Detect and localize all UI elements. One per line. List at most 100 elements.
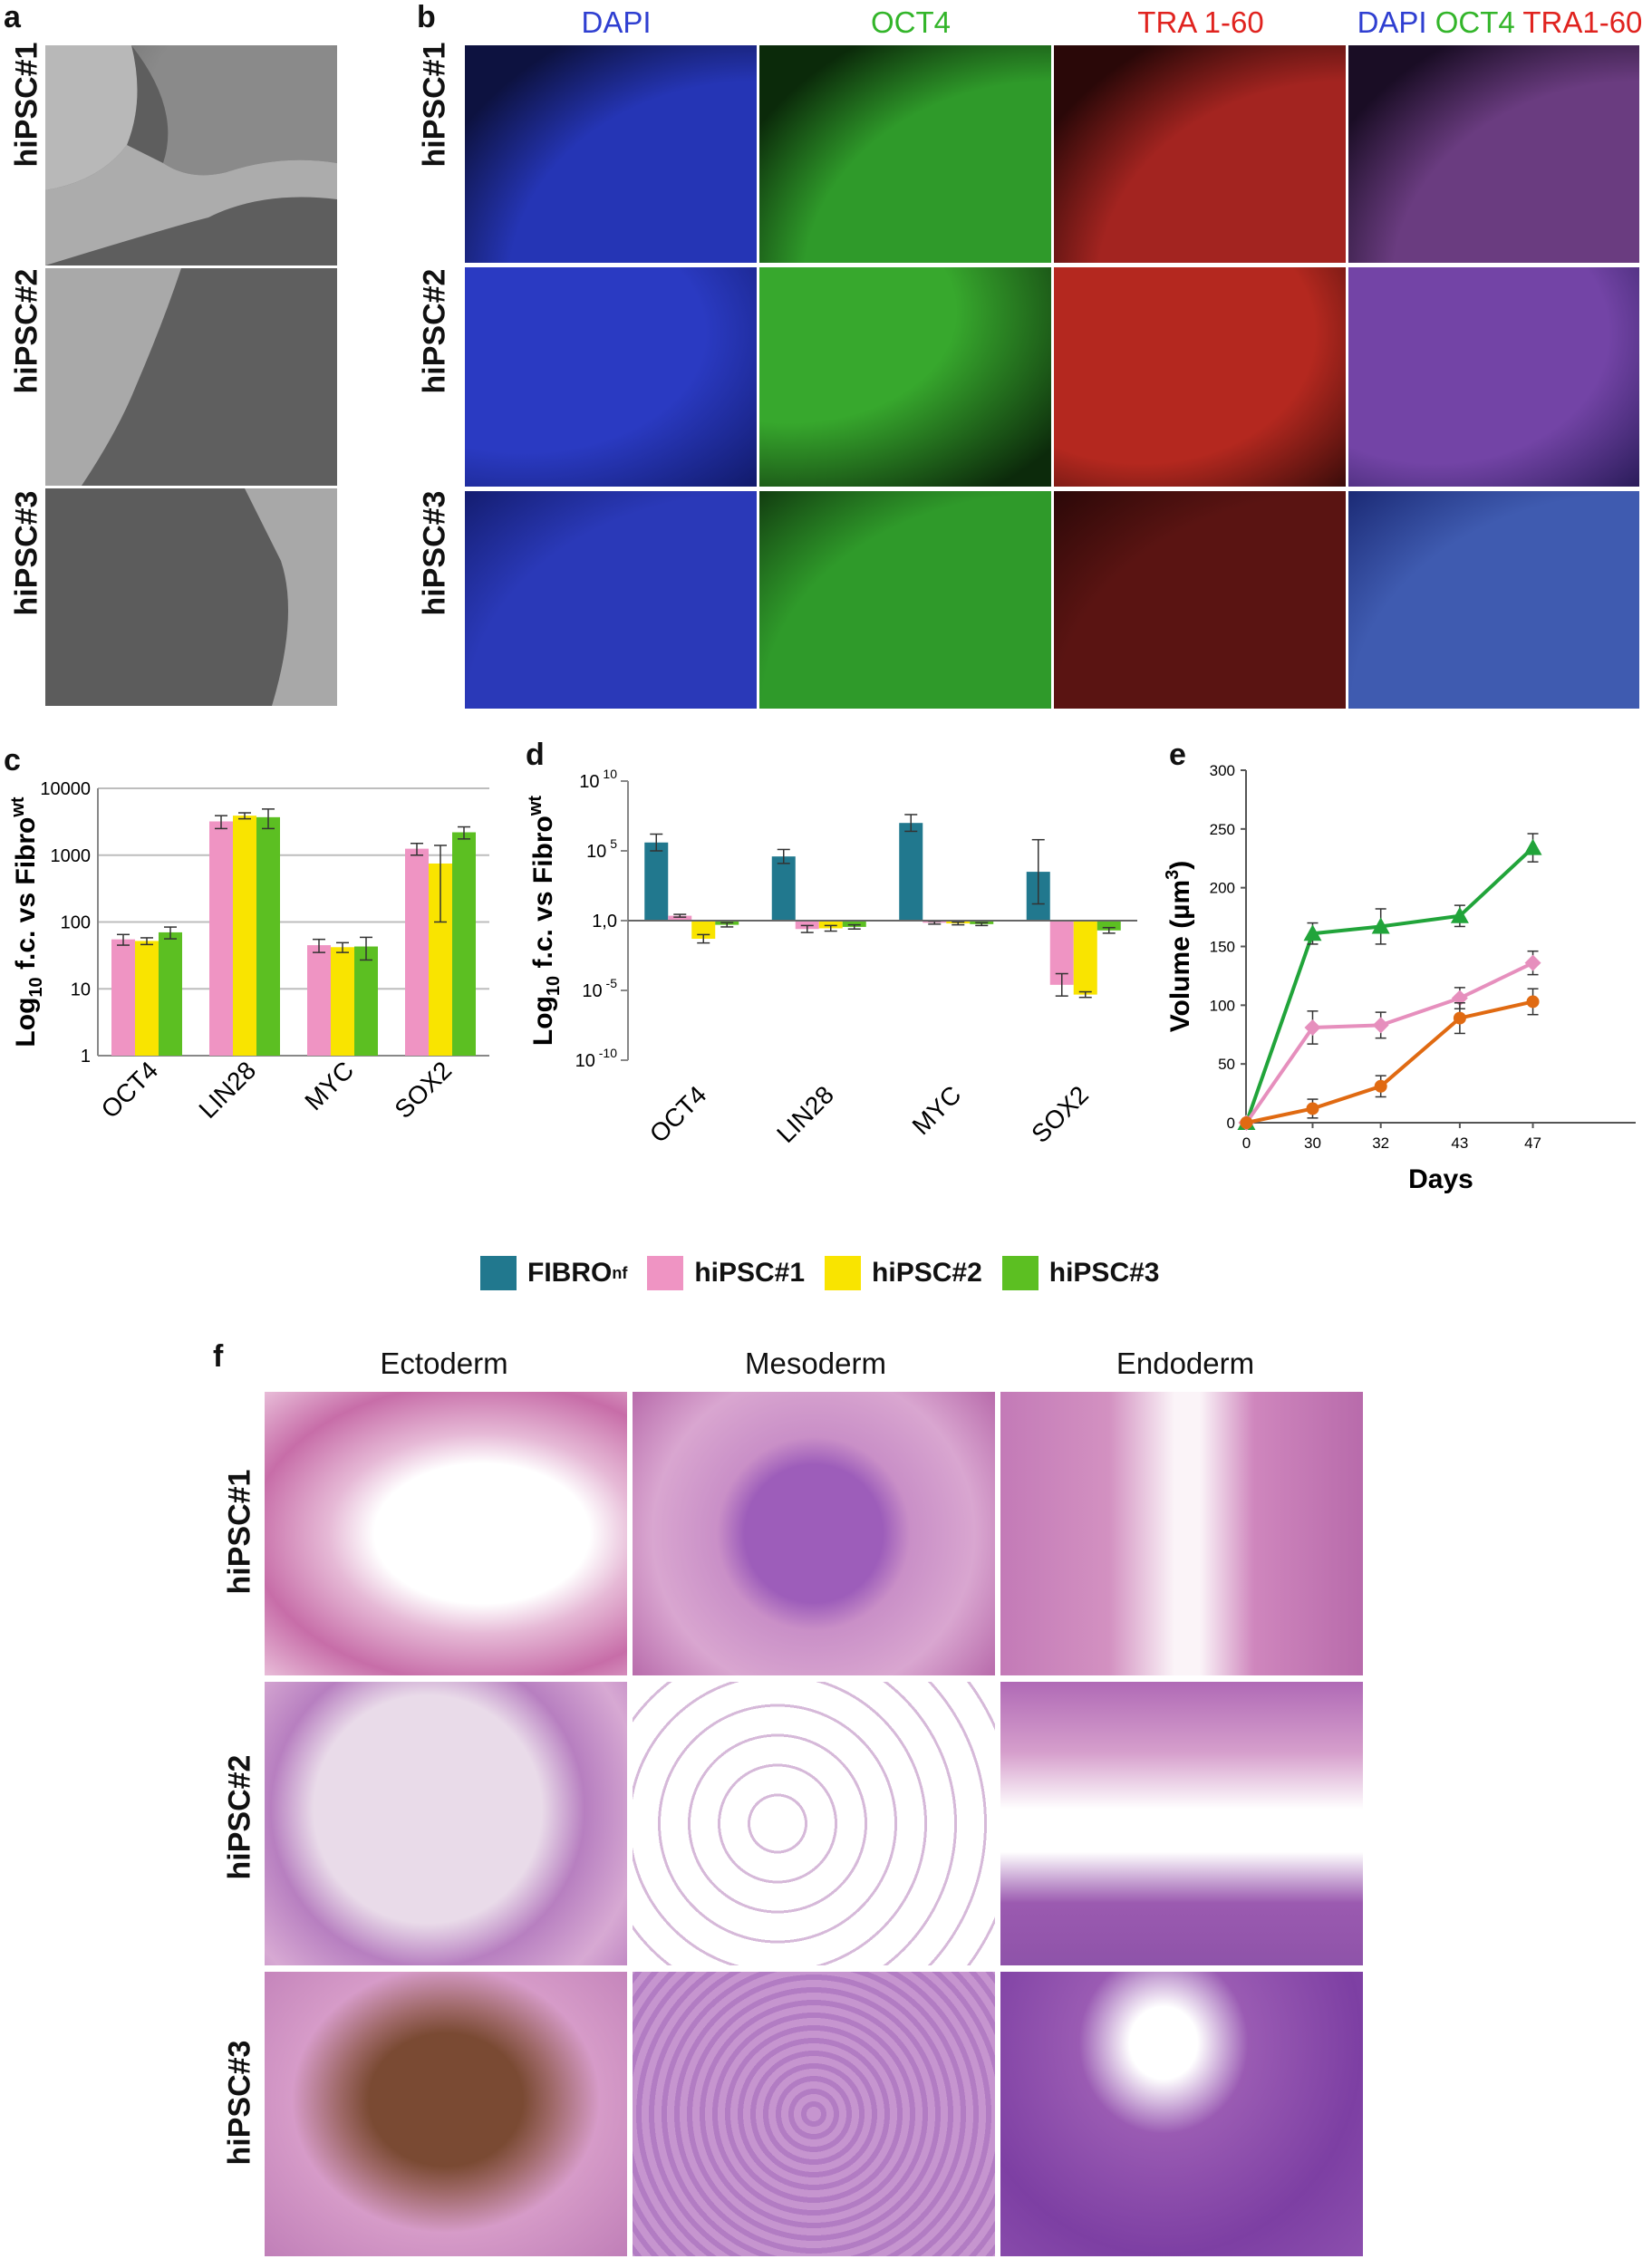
panel-a-row-label-1: hiPSC#1 — [9, 42, 44, 168]
legend-label-sup: nf — [612, 1263, 628, 1282]
fluor-dapi-hipsc1 — [465, 45, 757, 263]
histo-meso-hipsc3 — [633, 1972, 995, 2256]
y-tick-label: 100 — [61, 913, 91, 933]
x-tick-label: 47 — [1524, 1134, 1541, 1152]
brightfield-colony-shape-2 — [82, 268, 337, 486]
fluor-tra-hipsc1 — [1054, 45, 1346, 263]
fluor-oct4-hipsc1 — [759, 45, 1051, 263]
data-point — [1371, 917, 1390, 934]
x-tick-label: LIN28 — [771, 1080, 839, 1148]
x-tick-label: OCT4 — [644, 1080, 712, 1148]
panel-f-col-mesoderm: Mesoderm — [745, 1347, 886, 1380]
legend-item: hiPSC#2 — [825, 1256, 982, 1290]
y-tick-base: 10 — [582, 981, 602, 1001]
brightfield-colony-shape-1 — [45, 45, 337, 265]
histo-ecto-hipsc3 — [265, 1972, 627, 2256]
y-tick-label: 100 — [1210, 997, 1235, 1014]
fluorescence-grid — [465, 45, 1639, 709]
y-tick-label: 10 -10 — [575, 1046, 618, 1071]
panel-f-row-label-1: hiPSC#1 — [222, 1469, 257, 1595]
y-axis-label-sup: wt — [8, 796, 28, 818]
panel-b-letter: b — [417, 0, 436, 34]
x-tick-label: MYC — [907, 1080, 967, 1140]
data-point — [1306, 1102, 1319, 1115]
y-tick-base: 10 — [586, 842, 606, 862]
data-point — [1374, 1079, 1387, 1093]
brightfield-image-hipsc3 — [45, 488, 337, 706]
legend-item: FIBRO nf — [480, 1256, 627, 1290]
fluor-tra-hipsc2 — [1054, 267, 1346, 487]
data-point — [1453, 1011, 1466, 1025]
legend-label: FIBRO — [527, 1258, 613, 1288]
panel-b-col-dapi: DAPI — [581, 5, 652, 39]
legend-label: hiPSC#1 — [694, 1258, 806, 1288]
legend: FIBRO nf hiPSC#1 hiPSC#2 hiPSC#3 — [480, 1250, 1179, 1296]
chart-e: 0 50 100 150 200 250 300 0 30 32 43 47 Volume (µm3) D… — [1163, 762, 1636, 1194]
y-tick-exp: -5 — [603, 976, 618, 990]
histo-endo-hipsc2 — [1000, 1682, 1363, 1965]
histo-ecto-hipsc1 — [265, 1392, 627, 1675]
fluor-oct4-hipsc3 — [759, 491, 1051, 709]
histo-meso-hipsc2 — [633, 1682, 995, 1965]
histo-ecto-hipsc2 — [265, 1682, 627, 1965]
panel-b-col-tra: TRA 1-60 — [1137, 5, 1264, 39]
y-tick-base: 10 — [579, 772, 599, 792]
legend-item: hiPSC#1 — [647, 1256, 805, 1290]
panel-c-letter: c — [4, 743, 21, 777]
histo-endo-hipsc1 — [1000, 1392, 1363, 1675]
data-point — [1526, 995, 1540, 1009]
panel-b-row-label-2: hiPSC#2 — [417, 268, 452, 394]
bar — [795, 921, 819, 930]
y-axis-label-main: Log — [528, 996, 558, 1046]
legend-item: hiPSC#3 — [1001, 1256, 1160, 1290]
bar — [307, 945, 331, 1056]
y-tick-exp: -10 — [595, 1046, 617, 1060]
y-axis-label-rest: f.c. vs Fibro — [528, 816, 558, 976]
y-axis-label: Volume (µm3) — [1163, 861, 1195, 1033]
bar — [159, 932, 182, 1056]
y-tick-label: 150 — [1210, 939, 1235, 956]
panel-a-row-label-2: hiPSC#2 — [9, 268, 44, 394]
panel-e-letter: e — [1169, 738, 1186, 772]
y-axis-label-rest: f.c. vs Fibro — [11, 817, 41, 978]
y-tick-label: 10 5 — [586, 836, 617, 862]
panel-f-col-endoderm: Endoderm — [1116, 1347, 1255, 1380]
series-line — [1244, 961, 1534, 1125]
y-axis-label: Log10 f.c. vs Fibrowt — [526, 796, 564, 1047]
y-tick-label: 10 — [71, 980, 91, 999]
x-axis-label: Days — [1408, 1164, 1473, 1194]
y-axis-label-sup: 3 — [1163, 870, 1183, 880]
bar — [452, 832, 476, 1056]
panel-b-col-merge: DAPI OCT4 TRA1-60 — [1350, 5, 1649, 40]
histology-grid — [265, 1392, 1363, 2256]
fluor-merge-hipsc3 — [1348, 491, 1639, 709]
bar — [1097, 921, 1121, 931]
y-axis-label-end: ) — [1165, 861, 1195, 870]
y-axis-label-sup: wt — [526, 796, 546, 817]
legend-swatch — [1001, 1256, 1039, 1290]
y-axis-label-sub: 10 — [544, 976, 564, 996]
histo-meso-hipsc1 — [633, 1392, 995, 1675]
merge-tra-label: TRA1-60 — [1522, 5, 1643, 39]
legend-label: hiPSC#3 — [1048, 1258, 1160, 1288]
brightfield-image-hipsc1 — [45, 45, 337, 265]
histo-endo-hipsc3 — [1000, 1972, 1363, 2256]
data-point — [1372, 1017, 1389, 1034]
bar — [209, 821, 233, 1056]
y-axis-label: Log10 f.c. vs Fibrowt — [8, 796, 46, 1047]
x-tick-label: SOX2 — [1026, 1080, 1094, 1148]
legend-swatch — [480, 1256, 517, 1290]
data-point — [1240, 1116, 1253, 1129]
brightfield-colony-shape-3 — [45, 488, 288, 706]
data-point — [1523, 838, 1542, 855]
y-tick-label: 1 — [81, 1047, 91, 1067]
fluor-dapi-hipsc3 — [465, 491, 757, 709]
bar — [668, 915, 692, 921]
data-point — [1450, 906, 1469, 923]
x-tick-label: 43 — [1451, 1134, 1468, 1152]
panel-b-row-label-3: hiPSC#3 — [417, 490, 452, 616]
y-tick-label: 10 10 — [579, 767, 617, 792]
panel-b-row-label-1: hiPSC#1 — [417, 42, 452, 168]
